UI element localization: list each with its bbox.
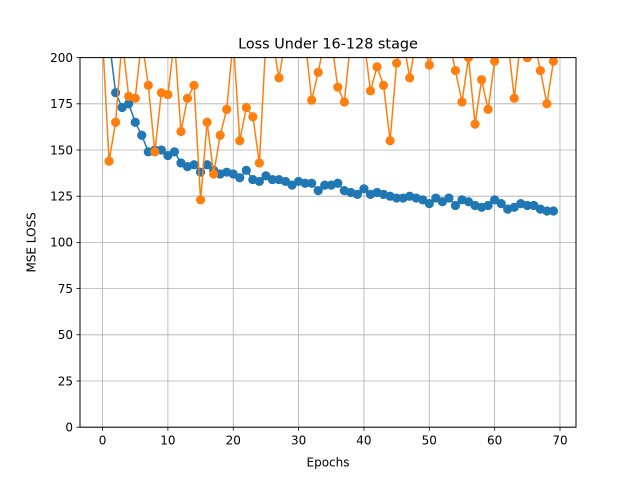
series-2-point xyxy=(372,62,382,72)
series-1-point xyxy=(130,117,140,127)
series-2-point xyxy=(385,136,395,146)
series-1-point xyxy=(392,193,402,203)
series-2-point xyxy=(202,117,212,127)
series-1-point xyxy=(241,165,251,175)
y-tick-label: 125 xyxy=(50,190,73,204)
y-tick-label: 100 xyxy=(50,236,73,250)
y-tick-label: 75 xyxy=(58,282,73,296)
y-tick-label: 200 xyxy=(50,51,73,65)
series-1-point xyxy=(254,176,264,187)
series-1-point xyxy=(320,180,330,190)
series-1-point xyxy=(189,160,199,170)
series-2-point xyxy=(215,130,225,140)
series-2-point xyxy=(463,57,474,63)
series-2-point xyxy=(104,156,114,166)
series-2-point xyxy=(333,82,343,92)
series-2-point xyxy=(163,89,173,100)
series-2-point xyxy=(476,75,487,85)
series-1-point xyxy=(333,178,343,188)
x-tick-label: 60 xyxy=(487,434,502,448)
x-tick-label: 40 xyxy=(356,434,371,448)
series-1 xyxy=(110,57,559,216)
x-tick-label: 70 xyxy=(552,434,567,448)
y-tick-label: 0 xyxy=(65,421,73,435)
series-2-point xyxy=(189,80,199,90)
x-tick-label: 0 xyxy=(99,434,107,448)
series-2-point xyxy=(222,104,232,114)
series-1-point xyxy=(124,99,134,109)
x-tick-label: 30 xyxy=(291,434,306,448)
series-2-point xyxy=(483,104,493,114)
series-2-point xyxy=(450,65,461,76)
series-1-point xyxy=(496,198,506,209)
series-2 xyxy=(102,57,559,205)
series-2-point xyxy=(509,93,519,103)
series-2-point xyxy=(457,97,467,107)
series-2-point xyxy=(470,119,480,129)
series-2-point xyxy=(130,93,140,103)
x-tick-label: 20 xyxy=(226,434,241,448)
x-tick-label: 10 xyxy=(160,434,175,448)
series-2-point xyxy=(313,67,323,77)
series-2-point xyxy=(248,112,258,122)
series-2-point xyxy=(522,57,532,63)
series-2-point xyxy=(339,97,349,107)
series-1-point xyxy=(169,147,180,157)
y-tick-label: 175 xyxy=(50,97,73,111)
series-2-point xyxy=(378,80,389,90)
series-2-point xyxy=(535,65,545,76)
series-2-point xyxy=(405,73,415,83)
y-tick-label: 25 xyxy=(58,374,73,388)
series-2-line xyxy=(102,57,555,201)
series-1-point xyxy=(313,186,323,196)
series-2-point xyxy=(111,117,121,127)
series-2-point xyxy=(235,136,245,146)
series-1-point xyxy=(267,174,278,185)
series-2-point xyxy=(150,147,160,157)
series-2-point xyxy=(365,86,376,96)
series-2-point xyxy=(274,73,284,83)
y-tick-label: 150 xyxy=(50,143,73,157)
y-tick-label: 50 xyxy=(58,328,73,342)
series-2-point xyxy=(542,99,552,109)
series-1-point xyxy=(483,200,493,211)
series-1-point xyxy=(522,200,532,211)
series-2-point xyxy=(143,80,153,90)
series-2-point xyxy=(424,60,434,70)
plot-series xyxy=(102,57,559,216)
axis-ticks: 0 10 20 30 40 50 60 70 0 25 50 75 100 125 150 175 200 xyxy=(50,51,568,448)
series-1-point xyxy=(202,160,212,170)
series-1-point xyxy=(359,184,369,194)
series-1-point xyxy=(548,206,559,216)
series-1-point xyxy=(542,206,552,216)
series-2-point xyxy=(254,158,264,168)
series-1-point xyxy=(137,130,147,140)
series-2-point xyxy=(241,102,251,113)
series-2-point xyxy=(548,57,559,66)
series-1-point xyxy=(235,173,245,183)
series-2-point xyxy=(182,93,193,103)
series-1-point xyxy=(450,200,461,211)
chart-title: Loss Under 16-128 stage xyxy=(238,37,418,53)
series-1-point xyxy=(307,178,317,188)
series-2-point xyxy=(490,57,500,66)
x-axis-label: Epochs xyxy=(307,456,350,470)
x-tick-label: 50 xyxy=(422,434,437,448)
series-1-point xyxy=(352,189,363,199)
series-2-point xyxy=(392,58,402,68)
y-axis-label: MSE LOSS xyxy=(25,212,39,272)
series-1-point xyxy=(424,198,434,209)
series-1-point xyxy=(300,178,310,188)
series-2-point xyxy=(307,95,317,105)
series-2-point xyxy=(176,126,186,137)
series-2-point xyxy=(195,195,206,205)
series-1-point xyxy=(444,193,454,203)
series-2-point xyxy=(209,169,219,179)
